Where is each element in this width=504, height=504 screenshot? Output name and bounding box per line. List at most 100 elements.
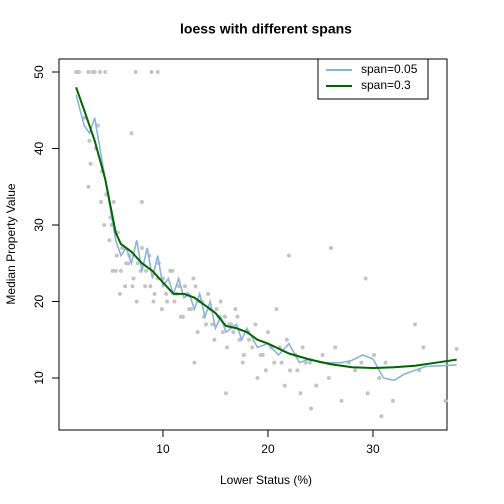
point — [165, 299, 170, 304]
point — [178, 314, 183, 319]
point — [240, 360, 245, 365]
point — [235, 314, 240, 319]
point — [328, 245, 333, 250]
point — [152, 291, 157, 296]
point — [111, 200, 116, 205]
point — [155, 70, 160, 75]
point — [284, 337, 289, 342]
x-tick-label: 30 — [366, 442, 380, 456]
point — [135, 261, 140, 266]
point — [288, 368, 293, 373]
point — [359, 360, 364, 365]
point — [320, 353, 325, 358]
point — [379, 414, 384, 419]
point — [307, 360, 312, 365]
point — [103, 70, 108, 75]
point — [253, 322, 258, 327]
point — [123, 284, 128, 289]
legend-label: span=0.05 — [361, 62, 418, 76]
point — [164, 291, 169, 296]
y-tick-label: 50 — [32, 65, 46, 79]
point — [148, 284, 153, 289]
point — [192, 360, 197, 365]
point — [126, 261, 131, 266]
point — [114, 253, 119, 258]
point — [92, 70, 97, 75]
point — [170, 268, 175, 273]
point — [118, 268, 123, 273]
point — [443, 398, 448, 403]
point — [86, 70, 91, 75]
point — [333, 345, 338, 350]
x-tick-label: 10 — [156, 442, 170, 456]
point — [274, 307, 279, 312]
point — [214, 307, 219, 312]
y-tick-label: 10 — [32, 371, 46, 385]
point — [286, 253, 291, 258]
point — [303, 360, 308, 365]
loess-line — [75, 86, 457, 370]
point — [353, 368, 358, 373]
point — [107, 238, 112, 243]
point — [143, 284, 148, 289]
point — [300, 345, 305, 350]
point — [326, 375, 331, 380]
point — [139, 245, 144, 250]
point — [87, 138, 92, 143]
y-axis-label: Median Property Value — [4, 183, 18, 305]
point — [86, 184, 91, 189]
y-tick-label: 20 — [32, 294, 46, 308]
legend-box — [317, 58, 429, 100]
point — [134, 299, 139, 304]
point — [247, 337, 252, 342]
point — [191, 276, 196, 281]
point — [212, 337, 217, 342]
point — [282, 383, 287, 388]
point — [295, 368, 300, 373]
point — [421, 345, 426, 350]
point — [149, 70, 154, 75]
point — [144, 268, 149, 273]
point — [117, 291, 122, 296]
point — [260, 353, 265, 358]
y-tick-label: 40 — [32, 142, 46, 156]
point — [206, 291, 211, 296]
point — [193, 284, 198, 289]
point — [210, 322, 215, 327]
point — [183, 284, 188, 289]
point — [129, 131, 134, 136]
point — [159, 307, 164, 312]
point — [233, 307, 238, 312]
point — [204, 322, 209, 327]
point — [130, 284, 135, 289]
point — [390, 398, 395, 403]
point — [151, 299, 156, 304]
point — [220, 330, 225, 335]
point — [372, 353, 377, 358]
point — [187, 307, 192, 312]
point — [99, 200, 104, 205]
point — [250, 345, 255, 350]
point — [74, 70, 79, 75]
point — [255, 375, 260, 380]
point — [454, 346, 459, 351]
point — [223, 391, 228, 396]
point — [377, 375, 382, 380]
legend-label: span=0.3 — [361, 78, 411, 92]
point — [265, 330, 270, 335]
y-tick-label: 30 — [32, 218, 46, 232]
chart-title: loess with different spans — [180, 21, 352, 37]
point — [222, 314, 227, 319]
point — [102, 222, 107, 227]
point — [309, 406, 314, 411]
point — [218, 299, 223, 304]
point — [97, 70, 102, 75]
point — [110, 268, 115, 273]
point — [76, 70, 81, 75]
x-tick-label: 20 — [261, 442, 275, 456]
point — [365, 391, 370, 396]
loess-line — [75, 94, 457, 382]
point — [272, 360, 277, 365]
point — [225, 345, 230, 350]
